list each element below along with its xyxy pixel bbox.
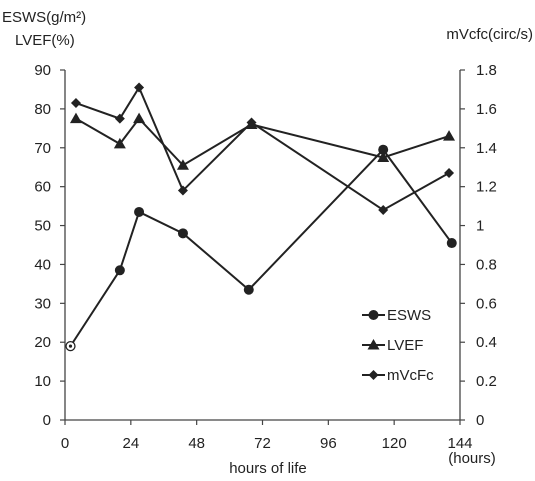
- legend-marker-lvef: [367, 339, 380, 350]
- y-left-axis-title-line1: ESWS(g/m²): [2, 9, 86, 26]
- y-left-tick-label: 20: [34, 334, 51, 351]
- series-esws: [65, 144, 457, 352]
- series-line-lvef: [75, 117, 450, 167]
- x-tick-label: 72: [254, 435, 271, 452]
- y-right-tick-label: 0.6: [476, 295, 497, 312]
- data-point-esws: [378, 144, 389, 155]
- data-point-mvcfc: [246, 117, 257, 128]
- series-mvcfc: [70, 82, 455, 215]
- data-point-esws: [134, 206, 145, 217]
- ticks: 0 10 20 30 40 50 60 70 80 90 0 0.2 0.4 0.6 0.8 1 1.2 1.4 1…: [34, 62, 497, 452]
- y-left-tick-label: 0: [43, 412, 51, 429]
- data-point-esws: [446, 238, 457, 249]
- legend-marker-mvcfc: [368, 370, 379, 380]
- series-line-mvcfc: [75, 85, 450, 212]
- x-tick-label: 120: [382, 435, 407, 452]
- data-point-lvef: [113, 137, 126, 149]
- x-tick-label: 144: [447, 435, 472, 452]
- y-left-tick-label: 60: [34, 179, 51, 196]
- data-point-mvcfc: [134, 82, 145, 93]
- y-left-tick-label: 80: [34, 101, 51, 118]
- data-point-esws-center: [68, 344, 73, 348]
- y-right-tick-label: 1.2: [476, 179, 497, 196]
- y-right-tick-label: 1.8: [476, 62, 497, 79]
- x-axis-unit: (hours): [448, 450, 496, 467]
- legend-label-lvef: LVEF: [387, 337, 423, 354]
- y-right-tick-label: 0: [476, 412, 484, 429]
- x-tick-label: 48: [188, 435, 205, 452]
- data-point-esws: [114, 265, 125, 276]
- data-point-mvcfc: [444, 168, 455, 179]
- y-right-tick-label: 1.4: [476, 140, 497, 157]
- x-tick-label: 96: [320, 435, 337, 452]
- data-point-mvcfc: [114, 113, 125, 124]
- data-point-mvcfc: [70, 98, 81, 109]
- legend-label-esws: ESWS: [387, 307, 431, 324]
- y-right-tick-label: 0.8: [476, 256, 497, 273]
- legend-marker-esws: [368, 310, 379, 320]
- y-left-tick-label: 50: [34, 218, 51, 235]
- data-point-esws: [243, 284, 254, 295]
- y-left-tick-label: 40: [34, 256, 51, 273]
- y-left-tick-label: 30: [34, 295, 51, 312]
- y-right-tick-label: 1: [476, 218, 484, 235]
- x-axis-title: hours of life: [229, 460, 307, 477]
- data-point-lvef: [443, 130, 456, 141]
- y-left-tick-label: 90: [34, 62, 51, 79]
- data-point-esws: [177, 228, 188, 239]
- data-point-lvef: [176, 159, 189, 170]
- data-point-lvef: [69, 112, 82, 124]
- data-point-lvef: [377, 151, 390, 162]
- data-point-lvef: [133, 112, 146, 124]
- data-point-mvcfc: [177, 185, 188, 196]
- x-tick-label: 0: [61, 435, 69, 452]
- series-lvef: [69, 112, 456, 170]
- x-tick-label: 24: [122, 435, 139, 452]
- y-left-tick-label: 70: [34, 140, 51, 157]
- series-layer: [65, 82, 457, 352]
- y-right-tick-label: 0.4: [476, 334, 497, 351]
- y-right-tick-label: 0.2: [476, 373, 497, 390]
- legend: ESWS LVEF mVcFc: [362, 307, 434, 384]
- y-left-tick-label: 10: [34, 373, 51, 390]
- data-point-mvcfc: [378, 205, 389, 215]
- y-left-axis-title-line2: LVEF(%): [15, 32, 75, 49]
- y-right-axis-title: mVcfc(circ/s): [446, 26, 533, 43]
- legend-label-mvcfc: mVcFc: [387, 367, 434, 384]
- y-right-tick-label: 1.6: [476, 101, 497, 118]
